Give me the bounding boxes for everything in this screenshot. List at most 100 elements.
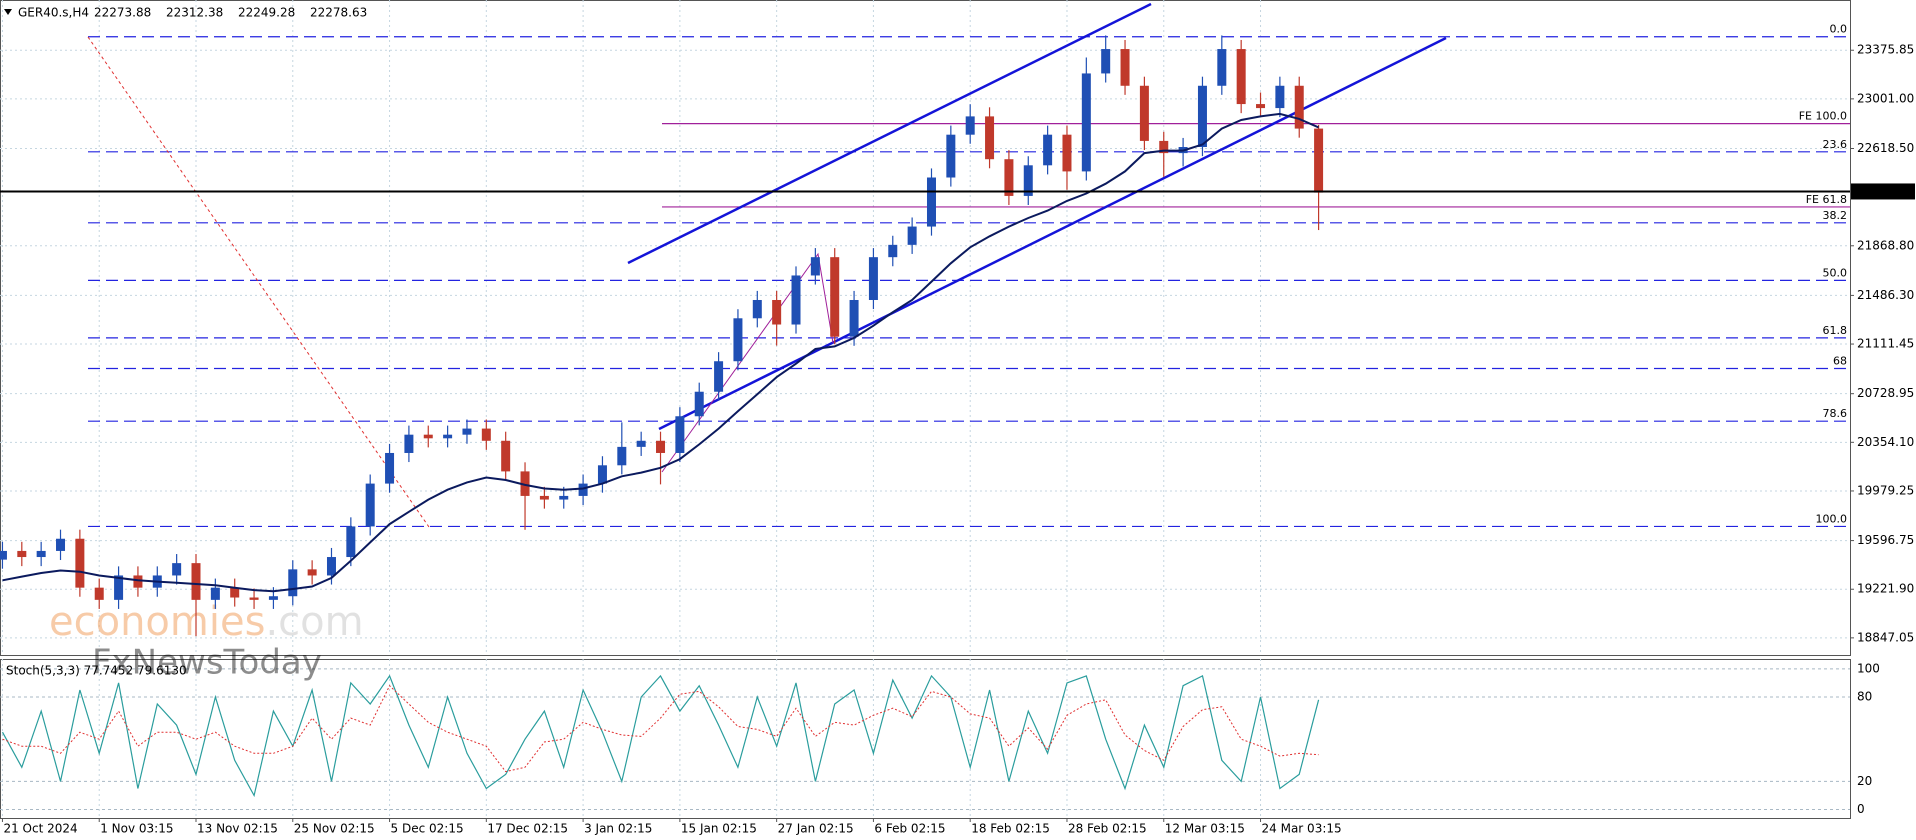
- x-tick-label: 12 Mar 03:15: [1165, 822, 1245, 836]
- candle-body: [946, 134, 956, 178]
- candle-body: [172, 563, 182, 576]
- candle-body: [1294, 85, 1304, 129]
- candle-body: [1062, 134, 1072, 172]
- watermark: economies.com FxNewsToday: [49, 599, 364, 683]
- fib-label: 0.0: [1830, 23, 1848, 36]
- fib-anchor-line: [87, 36, 430, 528]
- y-tick-label: 23001.00: [1857, 91, 1914, 105]
- candle-body: [559, 495, 569, 500]
- fib-label: 38.2: [1823, 209, 1848, 222]
- grid-layer: 0.0 23.6 38.2 50.0 61.8 68 78.6 100.0 FE 100.0 FE…: [0, 0, 1854, 822]
- y-tick-label: 20728.95: [1857, 386, 1914, 400]
- candle-body: [326, 557, 336, 576]
- fib-label: 50.0: [1823, 266, 1848, 279]
- candle-body: [114, 575, 124, 600]
- candle-body: [133, 575, 143, 588]
- candle-body: [714, 361, 724, 392]
- stoch-tick-label: 100: [1857, 661, 1880, 675]
- y-tick-label: 21486.30: [1857, 288, 1914, 302]
- channel-lower-line: [658, 36, 1447, 431]
- fib-label: 78.6: [1823, 407, 1848, 420]
- channel-upper-line: [627, 2, 1152, 265]
- y-tick-label: 19979.25: [1857, 483, 1914, 497]
- candle-body: [617, 446, 627, 466]
- chart-title: GER40.s,H4: [18, 6, 89, 20]
- candle-body: [191, 563, 201, 600]
- stoch-tick-label: 0: [1857, 802, 1865, 816]
- ma-line: [2, 112, 1320, 593]
- candle-body: [288, 569, 298, 597]
- candle-body: [1275, 85, 1285, 109]
- candle-body: [210, 587, 220, 600]
- candle-body: [656, 440, 666, 453]
- candle-body: [94, 587, 104, 600]
- fib-label: 68: [1833, 355, 1847, 368]
- watermark-brand-suffix: .com: [265, 599, 363, 645]
- x-tick-label: 3 Jan 02:15: [584, 822, 652, 836]
- candle-body: [1139, 85, 1149, 141]
- stoch-signal-line: [2, 684, 1319, 773]
- candle-body: [520, 471, 530, 496]
- candle-body: [501, 440, 511, 472]
- candle-body: [888, 244, 898, 258]
- candle-body: [733, 318, 743, 362]
- x-tick-label: 24 Mar 03:15: [1262, 822, 1342, 836]
- candle-body: [830, 257, 840, 337]
- candle-body: [481, 428, 491, 441]
- candle-body: [752, 299, 762, 319]
- candle-body: [926, 177, 936, 227]
- y-tick-label: 18847.05: [1857, 630, 1914, 644]
- watermark-brand-name: economies: [49, 599, 265, 645]
- candle-body: [307, 569, 317, 576]
- candle-body: [1314, 128, 1324, 193]
- y-tick-label: 23375.85: [1857, 43, 1914, 57]
- header-low: 22249.28: [238, 6, 295, 20]
- candle-body: [385, 452, 395, 484]
- candle-body: [597, 465, 607, 484]
- candle-body: [346, 526, 356, 558]
- x-tick-label: 28 Feb 02:15: [1068, 822, 1147, 836]
- x-tick-label: 25 Nov 02:15: [294, 822, 375, 836]
- stoch-panel-frame: [0, 659, 1851, 819]
- candle-body: [849, 299, 859, 337]
- fib-label: 61.8: [1823, 324, 1848, 337]
- candle-body: [578, 483, 588, 496]
- candle-body: [772, 299, 782, 325]
- y-tick-label: 20354.10: [1857, 435, 1914, 449]
- header-icon: [4, 9, 12, 15]
- x-tick-label: 5 Dec 02:15: [391, 822, 464, 836]
- x-tick-label: 17 Dec 02:15: [487, 822, 568, 836]
- main-panel-frame: [0, 0, 1851, 656]
- candle-body: [1043, 134, 1053, 166]
- candle-body: [694, 391, 704, 417]
- candle-body: [907, 226, 917, 245]
- current-price-box: [1851, 183, 1915, 200]
- y-tick-label: 21868.80: [1857, 238, 1914, 252]
- candle-body: [423, 434, 433, 439]
- x-tick-label: 18 Feb 02:15: [971, 822, 1050, 836]
- candle-body: [1081, 73, 1091, 172]
- x-tick-label: 13 Nov 02:15: [197, 822, 278, 836]
- candle-body: [462, 428, 472, 435]
- data-layer: [0, 35, 1850, 798]
- candle-body: [985, 116, 995, 160]
- candle-body: [17, 550, 27, 558]
- candle-body: [636, 440, 646, 447]
- current-price-label: 22287.43: [1856, 184, 1913, 198]
- candle-body: [56, 538, 66, 551]
- stoch-tick-label: 20: [1857, 774, 1872, 788]
- candle-body: [0, 550, 7, 560]
- candle-body: [675, 416, 685, 453]
- x-tick-label: 15 Jan 02:15: [681, 822, 757, 836]
- stoch-main-line: [1, 674, 1320, 798]
- candle-body: [365, 483, 375, 527]
- x-tick-label: 6 Feb 02:15: [874, 822, 945, 836]
- candle-body: [268, 596, 278, 600]
- candle-body: [539, 495, 549, 500]
- x-tick-label: 21 Oct 2024: [3, 822, 77, 836]
- watermark-secondary: FxNewsToday: [92, 643, 322, 683]
- x-tick-label: 27 Jan 02:15: [778, 822, 854, 836]
- candle-body: [75, 538, 85, 588]
- candle-body: [230, 587, 240, 598]
